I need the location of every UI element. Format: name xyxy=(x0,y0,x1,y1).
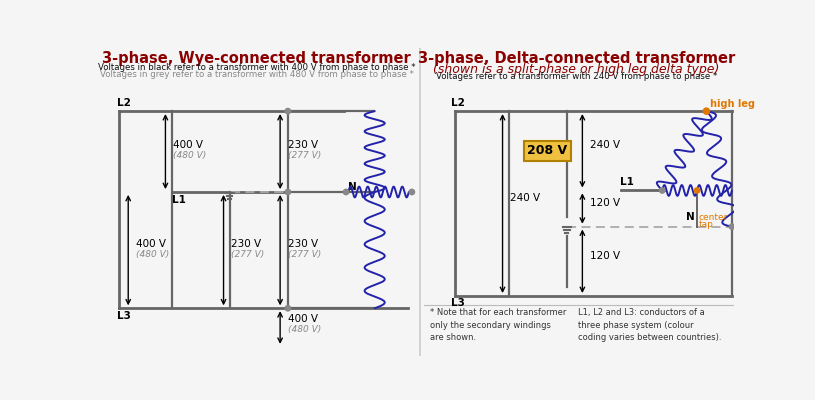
Text: L3: L3 xyxy=(451,298,465,308)
Text: 230 V: 230 V xyxy=(288,140,318,150)
Text: N: N xyxy=(686,212,695,222)
Text: (277 V): (277 V) xyxy=(288,250,321,259)
Text: * Note that for each transformer
only the secondary windings
are shown.: * Note that for each transformer only th… xyxy=(430,308,566,342)
Text: L2: L2 xyxy=(117,98,131,108)
Text: center: center xyxy=(698,214,728,222)
Circle shape xyxy=(343,189,349,195)
Text: L1: L1 xyxy=(173,195,187,205)
Text: 120 V: 120 V xyxy=(590,251,620,261)
Text: 400 V: 400 V xyxy=(173,140,203,150)
Circle shape xyxy=(703,108,710,114)
Text: (277 V): (277 V) xyxy=(231,250,265,259)
Circle shape xyxy=(729,224,734,229)
Text: L2: L2 xyxy=(451,98,465,108)
Text: Voltages in grey refer to a transformer with 480 V from phase to phase *: Voltages in grey refer to a transformer … xyxy=(100,70,414,78)
Text: high leg: high leg xyxy=(710,98,756,108)
Text: 3-phase, Wye-connected transformer: 3-phase, Wye-connected transformer xyxy=(103,51,412,66)
Text: (shown is a split-phase or high leg delta type): (shown is a split-phase or high leg delt… xyxy=(433,63,720,76)
Text: 400 V: 400 V xyxy=(288,314,318,324)
Text: N: N xyxy=(348,182,357,192)
Circle shape xyxy=(285,189,291,195)
Text: 230 V: 230 V xyxy=(288,239,318,249)
Text: Voltages in black refer to a transformer with 400 V from phase to phase *: Voltages in black refer to a transformer… xyxy=(98,63,416,72)
Text: L3: L3 xyxy=(117,310,131,320)
Text: 208 V: 208 V xyxy=(527,144,567,157)
Text: 120 V: 120 V xyxy=(590,198,620,208)
Text: L1: L1 xyxy=(619,177,633,187)
Text: 240 V: 240 V xyxy=(510,193,540,203)
Circle shape xyxy=(659,188,665,193)
Circle shape xyxy=(694,188,700,193)
Text: L1, L2 and L3: conductors of a
three phase system (colour
coding varies between : L1, L2 and L3: conductors of a three pha… xyxy=(579,308,722,342)
Text: 3-phase, Delta-connected transformer: 3-phase, Delta-connected transformer xyxy=(417,51,735,66)
Text: 240 V: 240 V xyxy=(590,140,620,150)
Text: (480 V): (480 V) xyxy=(288,325,321,334)
Text: (480 V): (480 V) xyxy=(136,250,170,259)
Text: (480 V): (480 V) xyxy=(173,152,206,160)
Text: 230 V: 230 V xyxy=(231,239,262,249)
Circle shape xyxy=(285,108,291,114)
Text: Voltages refer to a transformer with 240 V from phase to phase *: Voltages refer to a transformer with 240… xyxy=(435,72,717,81)
Circle shape xyxy=(285,306,291,311)
Text: 400 V: 400 V xyxy=(136,239,166,249)
Text: tap: tap xyxy=(698,220,713,230)
Text: (277 V): (277 V) xyxy=(288,152,321,160)
Circle shape xyxy=(409,189,415,195)
